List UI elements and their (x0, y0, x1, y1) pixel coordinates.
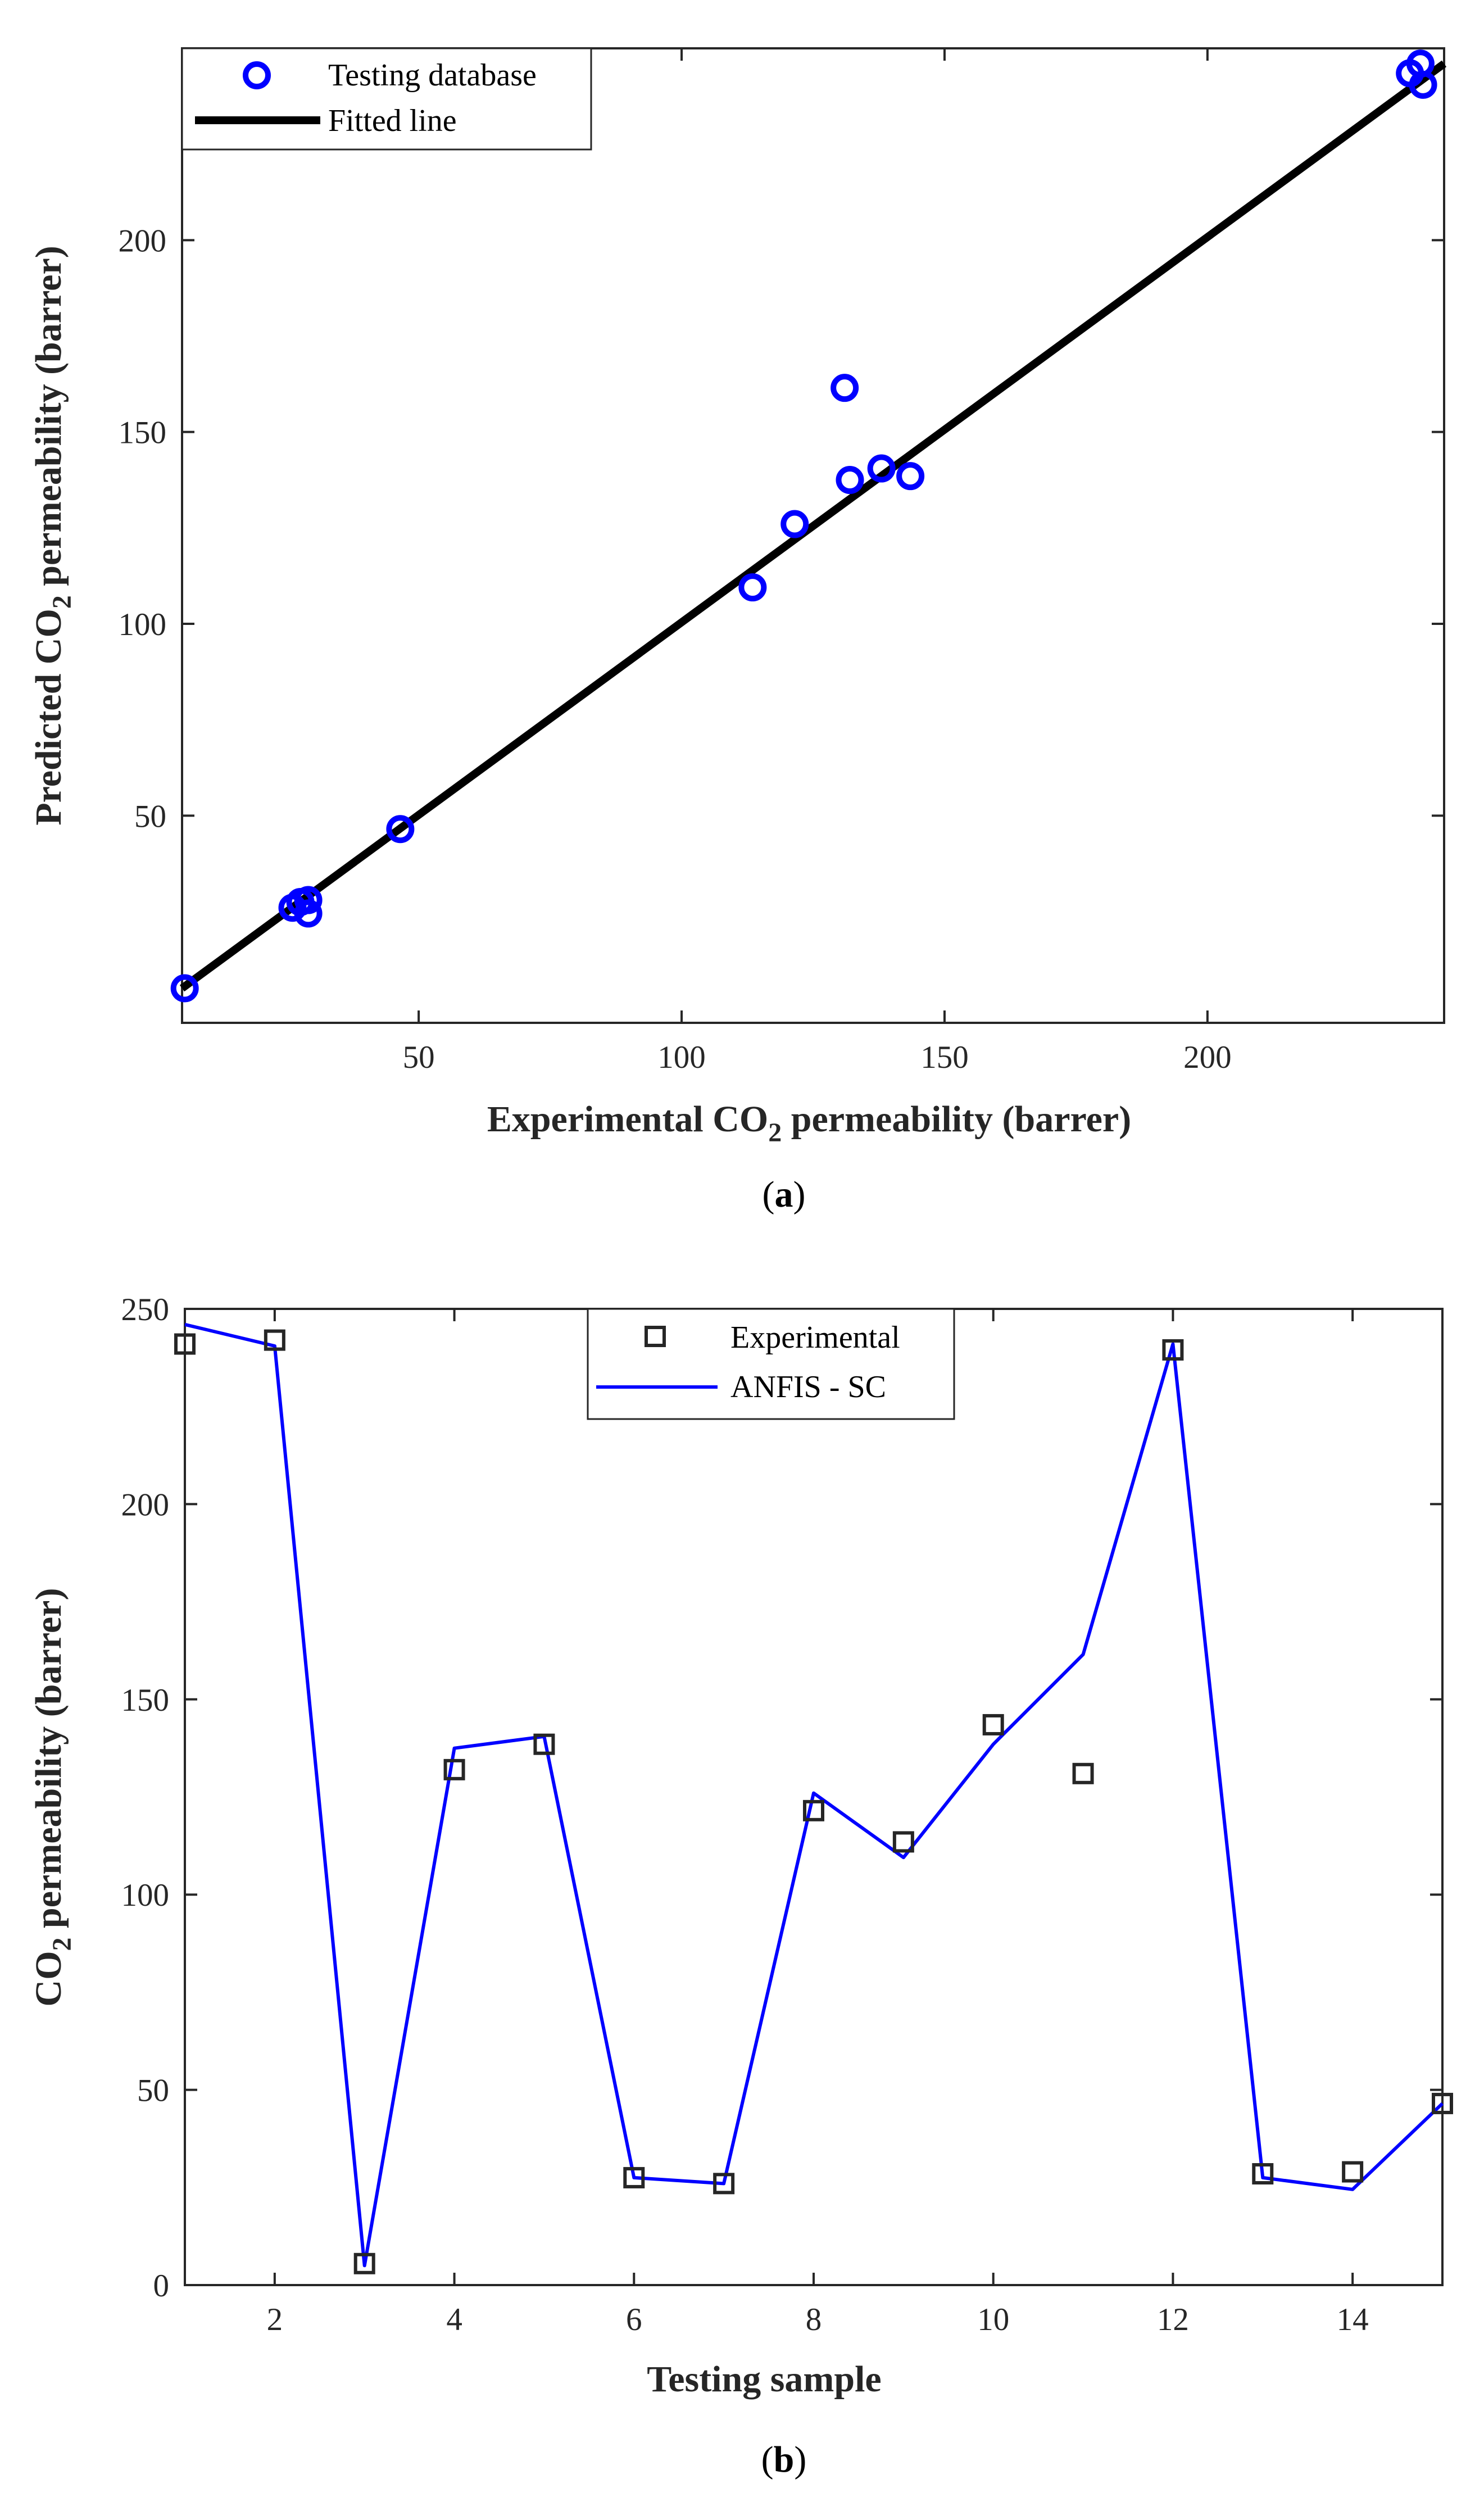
panel-a-y-tick-label: 200 (119, 223, 167, 259)
panel-a-x-label-pre: Experimental CO (487, 1099, 768, 1140)
panel-b-y-label-pre: CO (28, 1951, 69, 2006)
panel-a-legend: Testing database Fitted line (181, 47, 592, 151)
panel-a-x-tick-label: 150 (920, 1040, 969, 1075)
panel-a-data-point-4 (294, 886, 323, 914)
panel-a-plot-area (170, 49, 1447, 1003)
panel-a-data-point-11 (867, 454, 896, 483)
panel-a-data-point-8 (780, 510, 809, 538)
panel-b-caption-close: ) (794, 2439, 806, 2480)
panel-b-experimental-point-10 (982, 1714, 1004, 1735)
panel-b-caption-label: (b) (761, 2439, 807, 2480)
panel-a-data-point-7 (738, 573, 767, 602)
panel-b-ticks: 2 4 6 8 10 12 14 0 50 100 150 200 250 (121, 1292, 1442, 2337)
panel-b-y-axis-label: CO2 permeability (barrer) (28, 1588, 77, 2007)
panel-b-experimental-point-11 (1072, 1762, 1094, 1784)
panel-b-y-tick-label: 50 (137, 2073, 169, 2109)
panel-b-x-tick-label: 10 (977, 2302, 1009, 2337)
panel-b-experimental-point-4 (443, 1758, 465, 1780)
panel-a-legend-label-testing: Testing database (328, 58, 537, 93)
panel-a-y-label-sub: 2 (47, 595, 77, 609)
panel-b-experimental-point-8 (803, 1800, 824, 1821)
panel-a-data-point-15 (1409, 70, 1437, 99)
panel-a-y-label-post: permeability (barrer) (28, 246, 69, 595)
panel-b-experimental-point-15 (1432, 2092, 1453, 2114)
panel-b-experimental-point-5 (533, 1733, 555, 1755)
panel-b-x-tick-label: 4 (446, 2302, 462, 2337)
panel-b-experimental-point-7 (713, 2173, 735, 2195)
panel-a-x-tick-label: 100 (657, 1040, 706, 1075)
panel-b-x-tick-label: 12 (1157, 2302, 1189, 2337)
panel-b-experimental-point-9 (892, 1831, 914, 1853)
panel-b-x-label-pre: Testing sample (647, 2359, 881, 2400)
panel-a-legend-label-fitted: Fitted line (328, 103, 457, 138)
panel-a-y-tick-label: 100 (119, 607, 167, 642)
panel-a-data-point-5 (294, 899, 323, 928)
panel-b-legend-label-anfis: ANFIS - SC (730, 1370, 886, 1404)
panel-a-data-point-1 (170, 974, 199, 1003)
panel-b-x-axis-label: Testing sample (647, 2359, 881, 2400)
panel-b-x-tick-label: 2 (267, 2302, 283, 2337)
panel-a-legend-circle-marker (243, 61, 271, 89)
panel-b-experimental-point-1 (174, 1333, 196, 1355)
panel-a-y-tick-label: 50 (134, 799, 166, 834)
panel-a-x-label-sub: 2 (768, 1118, 782, 1148)
panel-b-y-label-post: permeability (barrer) (28, 1588, 69, 1938)
panel-b-x-tick-label: 8 (806, 2302, 822, 2337)
panel-a-axes-box (181, 47, 1445, 1024)
panel-a-data-point-9 (831, 374, 859, 402)
panel-b-experimental-point-6 (623, 2166, 645, 2188)
panel-a-y-axis-label: Predicted CO2 permeability (barrer) (28, 246, 77, 825)
panel-a-x-tick-label: 200 (1183, 1040, 1232, 1075)
panel-b-y-label-sub: 2 (47, 1937, 77, 1951)
panel-b-legend: Experimental ANFIS - SC (587, 1308, 955, 1420)
panel-b-y-tick-label: 0 (153, 2268, 170, 2304)
panel-b-y-tick-label: 200 (121, 1487, 170, 1522)
panel-b-legend-label-experimental: Experimental (730, 1320, 900, 1355)
panel-b-legend-square-marker (645, 1326, 666, 1347)
panel-b-experimental-point-12 (1162, 1339, 1184, 1361)
panel-a-x-label-post: permeability (barrer) (782, 1099, 1131, 1140)
panel-b-experimental-point-3 (353, 2252, 375, 2274)
panel-b-caption-open: ( (761, 2439, 774, 2480)
panel-b-y-tick-label: 100 (121, 1878, 170, 1913)
panel-b-experimental-point-2 (264, 1329, 285, 1351)
panel-a-data-point-6 (386, 815, 415, 844)
panel-a-caption-open: ( (763, 1174, 775, 1215)
panel-b-caption-letter: b (774, 2439, 795, 2480)
panel-a-caption-letter: a (775, 1174, 793, 1215)
panel-b-anfis-line (184, 1322, 1444, 2268)
panel-a-data-point-12 (896, 462, 925, 491)
panel-a-caption-label: (a) (763, 1174, 806, 1215)
panel-a-y-label-pre: Predicted CO (28, 609, 69, 826)
panel-b-y-tick-label: 250 (121, 1292, 170, 1327)
panel-b-experimental-point-13 (1252, 2163, 1274, 2184)
panel-b-x-tick-label: 14 (1337, 2302, 1369, 2337)
panel-b-plot-area (174, 1322, 1453, 2274)
panel-b-x-tick-label: 6 (626, 2302, 642, 2337)
panel-a-y-tick-label: 150 (119, 415, 167, 451)
panel-b-y-tick-label: 150 (121, 1683, 170, 1718)
panel-a-x-axis-label: Experimental CO2 permeability (barrer) (487, 1099, 1131, 1148)
panel-a-data-point-10 (836, 466, 864, 495)
panel-a-caption-close: ) (793, 1174, 806, 1215)
panel-b-experimental-point-14 (1342, 2161, 1364, 2183)
panel-a-x-tick-label: 50 (403, 1040, 435, 1075)
panel-a-ticks: 50 100 150 200 50 100 150 200 (119, 48, 1444, 1075)
